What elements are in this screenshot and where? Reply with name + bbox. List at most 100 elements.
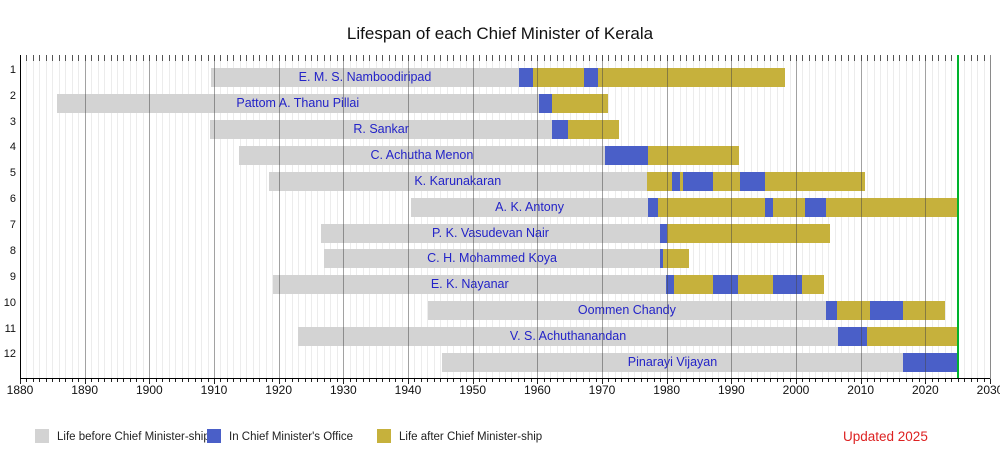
gridline-year [226,55,228,378]
year-tick-label: 1880 [6,383,34,397]
tick-bottom [880,378,882,382]
gridline-year [233,55,235,378]
gridline-decade [731,55,733,378]
gridline-year [142,55,144,378]
bar-segment-after [903,301,946,321]
tick-top [194,55,196,61]
bar-segment-office [538,94,553,114]
bar-segment-after [712,171,740,191]
bar-segment-office [764,197,773,217]
tick-top [511,55,513,61]
tick-top [285,55,287,61]
gridline-year [388,55,390,378]
gridline-year [362,55,364,378]
tick-bottom [472,378,474,384]
tick-top [977,55,979,61]
chart-title: Lifespan of each Chief Minister of Keral… [346,24,654,43]
row-number: 9 [9,270,16,283]
tick-bottom [686,378,688,382]
gridline-year [123,55,125,378]
bar-segment-after [674,275,714,295]
tick-top [104,55,106,61]
tick-bottom [220,378,222,382]
gridline-year [265,55,267,378]
bar-segment-office [869,301,904,321]
bar-segment-office [552,120,569,140]
tick-bottom [899,378,901,382]
tick-bottom [563,378,565,382]
gridline-year [964,55,966,378]
tick-top [905,55,907,61]
tick-top [440,55,442,61]
tick-bottom [466,378,468,382]
tick-top [699,55,700,61]
cm-name-label: Pattom A. Thanu Pillai [236,96,360,111]
gridline-decade [537,55,539,378]
tick-bottom [983,378,985,382]
tick-bottom [737,378,739,382]
tick-top [433,55,435,61]
tick-top [808,55,810,61]
gridline-year [32,55,34,378]
tick-bottom [479,378,481,382]
gridline-year [356,55,358,378]
tick-bottom [194,378,196,382]
tick-bottom [744,378,746,382]
tick-bottom [977,378,979,382]
gridline-year [45,55,47,378]
tick-bottom [401,378,403,382]
bar-segment-after [598,68,785,88]
tick-top [847,55,849,61]
tick-top [375,55,377,61]
tick-top [485,55,487,61]
tick-top [763,55,765,61]
tick-top [841,55,843,61]
tick-bottom [556,378,558,382]
gridline-year [395,55,397,378]
tick-top [311,55,312,61]
tick-top [530,55,532,61]
tick-bottom [388,378,390,382]
gridline-year [207,55,209,378]
tick-bottom [944,378,946,382]
tick-top [563,55,565,61]
tick-top [556,55,558,61]
bar-segment-office [739,171,765,191]
row-number: 8 [9,244,16,257]
gridline-year [110,55,112,378]
tick-bottom [918,378,920,382]
tick-bottom [990,378,991,384]
tick-top [395,55,397,61]
cm-name-label: Oommen Chandy [577,303,676,318]
tick-bottom [433,378,435,382]
bar-segment-before [321,223,660,243]
tick-top [349,55,351,61]
tick-bottom [104,378,106,382]
cm-name-label: A. K. Antony [495,199,564,214]
tick-top [298,55,300,61]
tick-bottom [45,378,47,382]
tick-top [39,55,41,61]
gridline-decade [925,55,927,378]
bar-segment-before [323,249,661,269]
tick-bottom [498,378,500,382]
tick-top [679,55,681,61]
x-axis-line [20,378,991,379]
tick-top [789,55,791,61]
tick-bottom [970,378,972,382]
tick-top [595,55,597,61]
tick-bottom [860,378,862,384]
bar-segment-after [837,301,870,321]
tick-bottom [763,378,765,382]
tick-top [446,55,448,61]
gridline-year [39,55,41,378]
tick-bottom [84,378,86,384]
gridline-year [220,55,222,378]
gridline-year [117,55,118,378]
tick-top [317,55,319,61]
tick-bottom [912,378,914,382]
tick-top [492,55,494,61]
tick-bottom [20,378,21,384]
bar-segment-office [519,68,534,88]
tick-bottom [711,378,713,382]
